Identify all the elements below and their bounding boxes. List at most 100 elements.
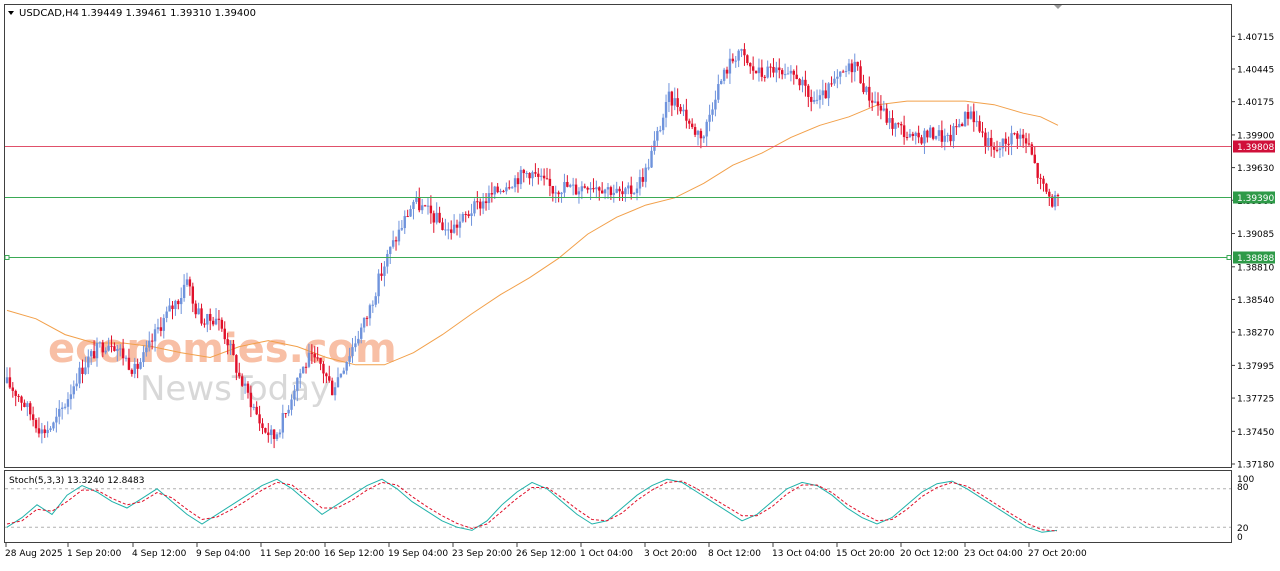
candle-body: [1010, 133, 1013, 145]
candle-body: [328, 376, 331, 381]
candle-body: [447, 229, 450, 231]
candle-body: [705, 121, 708, 137]
candle-body: [316, 357, 319, 359]
candle-body: [1004, 138, 1007, 144]
candle-body: [995, 149, 999, 151]
candle-body: [110, 345, 113, 347]
candle-body: [534, 172, 537, 174]
candle-body: [281, 413, 285, 433]
resistance-price-tag: [1233, 140, 1275, 153]
candle-body: [49, 428, 52, 430]
time-tick-label: 9 Sep 04:00: [196, 549, 251, 559]
candle-body: [960, 123, 964, 127]
candle-body: [386, 253, 389, 267]
time-tick-label: 19 Sep 04:00: [388, 549, 448, 559]
candle-body: [20, 396, 23, 403]
moving-average: [6, 100, 1059, 366]
candle-body: [850, 63, 854, 73]
candle-body: [1013, 133, 1016, 135]
candle-body: [612, 192, 615, 195]
candle-body: [177, 300, 180, 305]
candle-body: [630, 185, 633, 194]
candle-body: [243, 383, 247, 386]
candle-body: [882, 108, 886, 111]
candle-body: [870, 100, 874, 103]
candle-body: [879, 105, 883, 111]
time-tick-label: 11 Sep 20:00: [260, 549, 320, 559]
candle-body: [1016, 133, 1019, 139]
line-anchor-handle[interactable]: [1226, 255, 1232, 260]
candle-body: [827, 83, 830, 99]
candle-body: [766, 66, 769, 78]
candle-body: [943, 135, 946, 142]
candle-body: [641, 177, 645, 182]
candle-body: [949, 134, 952, 142]
candle-body: [810, 96, 813, 102]
candle-body: [763, 76, 766, 78]
candle-body: [510, 187, 514, 189]
candle-body: [313, 353, 316, 358]
candle-body: [1036, 163, 1039, 178]
candle-body: [400, 228, 404, 230]
candle-body: [772, 66, 775, 73]
candle-body: [978, 121, 981, 132]
candle-body: [479, 201, 482, 209]
candle-body: [452, 224, 456, 233]
candle-body: [540, 175, 543, 177]
candle-body: [261, 423, 264, 429]
time-tick-label: 1 Oct 04:00: [580, 549, 633, 559]
candle-body: [391, 240, 395, 247]
candle-body: [191, 286, 195, 304]
candle-body: [673, 98, 676, 106]
candle-body: [409, 209, 412, 217]
watermark-tagline: NewsToday: [140, 369, 330, 409]
candle-body: [923, 130, 926, 144]
candle-body: [859, 66, 862, 84]
candle-body: [490, 193, 494, 195]
candle-body: [792, 70, 795, 75]
candle-body: [839, 71, 842, 77]
candle-body: [551, 185, 555, 194]
moving-average-line: [6, 100, 1059, 366]
candle-body: [754, 70, 758, 74]
candle-body: [804, 79, 807, 86]
candle-body: [214, 318, 218, 325]
chart-shift-marker-icon[interactable]: [1054, 5, 1062, 9]
candle-body: [383, 266, 386, 276]
candle-body: [150, 340, 154, 342]
candle-body: [798, 79, 801, 86]
candle-body: [87, 356, 90, 368]
candle-body: [124, 357, 128, 359]
candle-body: [246, 383, 250, 393]
candle-body: [380, 273, 383, 276]
candle-body: [89, 351, 93, 357]
price-tick-label: 1.40715: [1237, 33, 1274, 43]
triangle-down-icon[interactable]: [8, 11, 14, 15]
candle-body: [618, 188, 621, 192]
candle-body: [8, 377, 12, 388]
candle-body: [998, 148, 1002, 151]
time-tick-label: 26 Sep 12:00: [516, 549, 576, 559]
candle-body: [702, 136, 705, 139]
candle-body: [685, 109, 688, 121]
price-tick-label: 1.38540: [1237, 296, 1274, 306]
candle-body: [130, 369, 134, 374]
candle-body: [179, 298, 183, 305]
candle-body: [217, 318, 221, 320]
candle-body: [624, 188, 627, 195]
candle-body: [121, 348, 125, 359]
candle-body: [609, 187, 613, 195]
candle-body: [865, 86, 868, 93]
time-axis: 28 Aug 2025 1 Sep 20:00 4 Sep 12:00 9 Sep 0…: [5, 543, 1087, 559]
candle-body: [743, 49, 746, 56]
candle-body: [43, 429, 46, 434]
candle-body: [667, 91, 671, 103]
candle-body: [127, 357, 131, 370]
line-anchor-handle[interactable]: [4, 255, 10, 260]
candle-body: [580, 186, 584, 192]
horizontal-lines[interactable]: 1.39808 1.39390 1.38888: [4, 140, 1275, 265]
price-tick-label: 1.39900: [1237, 131, 1274, 141]
candle-body: [682, 109, 685, 112]
